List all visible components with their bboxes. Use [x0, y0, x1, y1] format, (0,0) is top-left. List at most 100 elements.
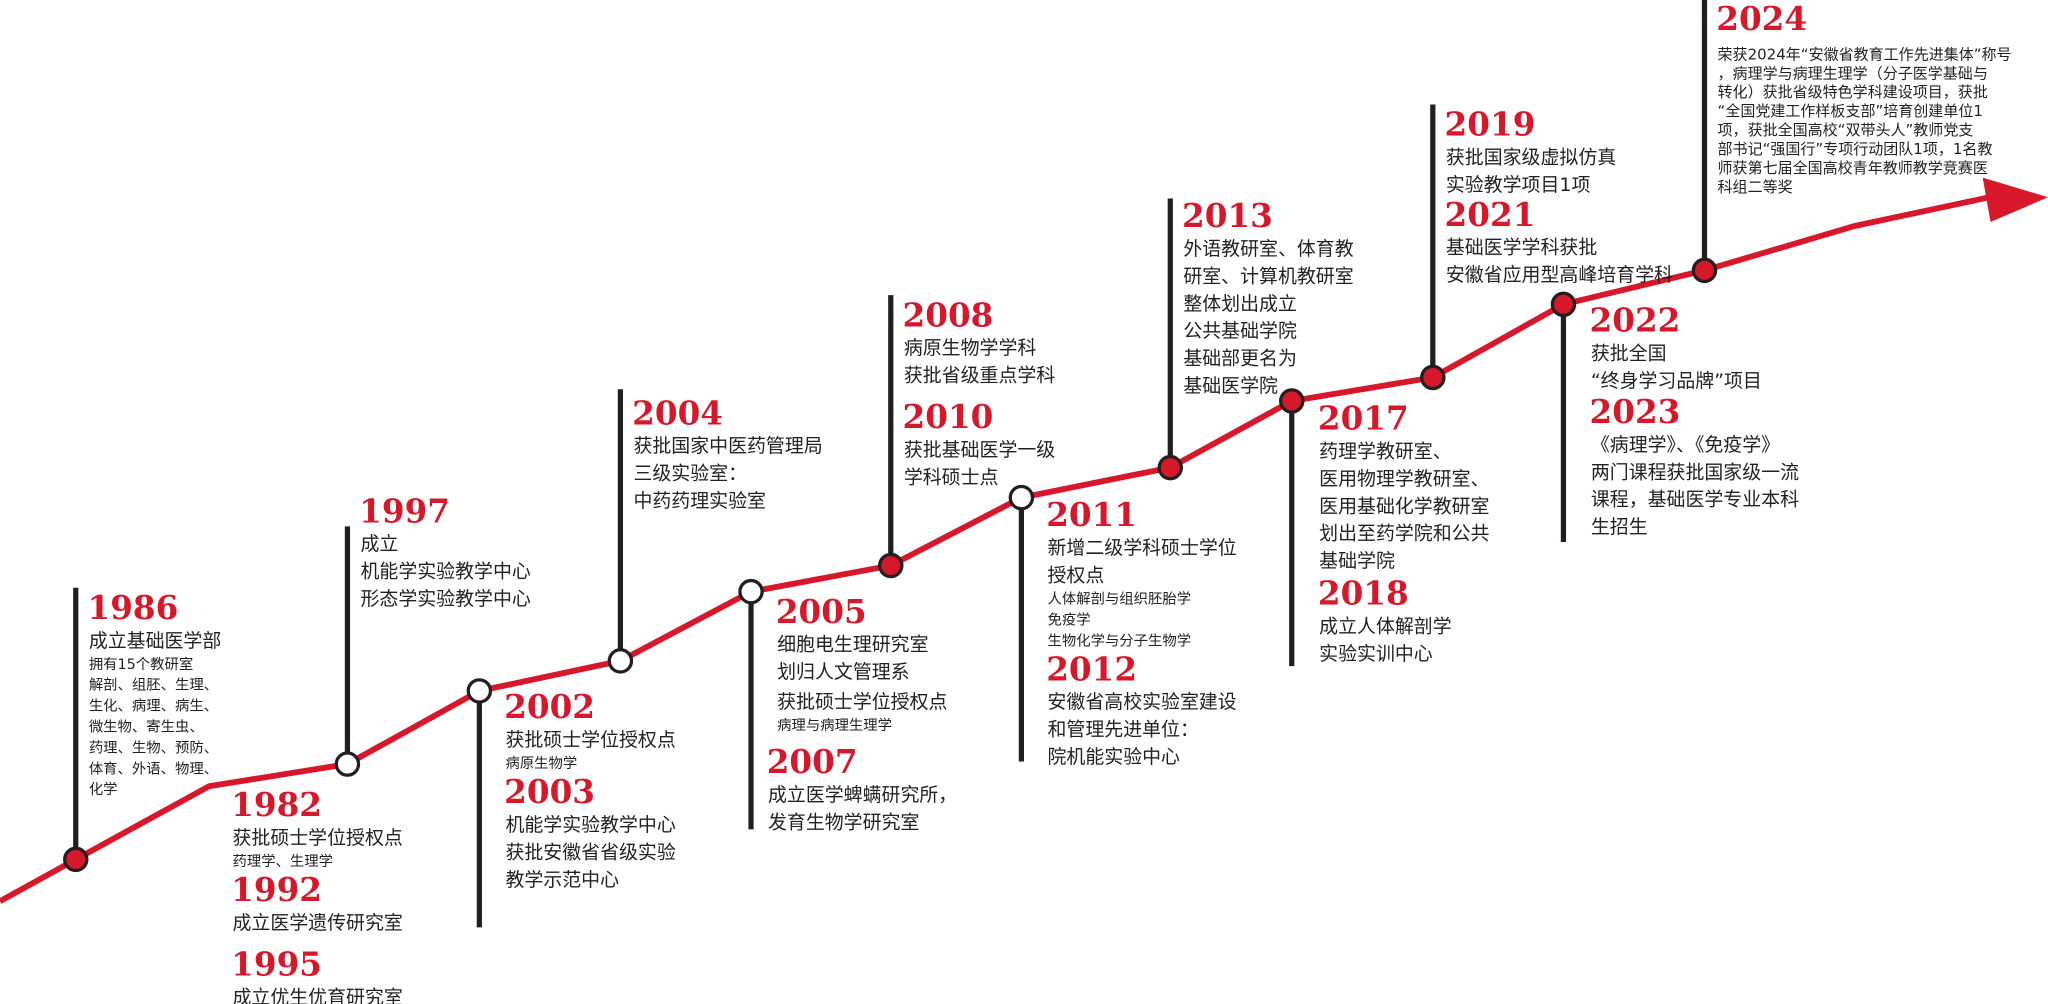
- year: 2019: [1445, 105, 1536, 144]
- milestone-text: 公共基础学院: [1183, 320, 1297, 342]
- year: 2011: [1046, 495, 1137, 534]
- year: 2017: [1318, 399, 1409, 438]
- milestone-text: 基础医学院: [1183, 375, 1278, 397]
- year: 2004: [632, 393, 723, 432]
- milestone-dot: [466, 678, 493, 704]
- milestone-text: 安徽省应用型高峰培育学科: [1446, 264, 1673, 286]
- milestone-note: 病理与病理生理学: [777, 717, 892, 734]
- milestone-text: 药理学教研室、: [1319, 440, 1451, 462]
- milestone-note: 生物化学与分子生物学: [1048, 632, 1192, 649]
- milestone-text: 《病理学》、《免疫学》: [1591, 434, 1780, 456]
- year: 1997: [359, 491, 450, 530]
- milestone-text: 医用基础化学教研室: [1319, 495, 1489, 517]
- milestone-text: 获批国家级虚拟仿真: [1446, 147, 1616, 169]
- timeline-line: [0, 193, 1997, 904]
- milestone-text: 安徽省高校实验室建设: [1048, 691, 1237, 713]
- milestone-note: 药理学、生理学: [232, 853, 333, 870]
- milestone-note: 体育、外语、物理、: [89, 760, 218, 777]
- year: 2007: [767, 742, 858, 781]
- milestone-text: 成立医学遗传研究室: [232, 912, 402, 934]
- milestone-text: 教学示范中心: [505, 869, 619, 891]
- year: 1982: [231, 785, 322, 824]
- year: 2002: [504, 687, 595, 726]
- milestone-text: 新增二级学科硕士学位: [1048, 537, 1237, 559]
- milestone-text: 课程，基础医学专业本科: [1591, 489, 1799, 511]
- milestone-note: 科组二等奖: [1718, 178, 1793, 196]
- milestone-dot: [738, 578, 764, 605]
- milestone-dot: [334, 751, 361, 777]
- milestone-dot: [1279, 388, 1305, 414]
- milestone-note: 部书记“强国行”专项行动团队1项，1名教: [1718, 140, 1993, 158]
- milestone-text: 成立基础医学部: [89, 630, 221, 652]
- year: 2003: [504, 772, 595, 811]
- year: 2022: [1590, 301, 1681, 340]
- milestone-text: 实验教学项目1项: [1446, 174, 1591, 196]
- milestone-note: 药理、生物、预防、: [89, 739, 218, 756]
- milestone-text: 划归人文管理系: [777, 661, 909, 683]
- milestone-text: 研室、计算机教研室: [1183, 265, 1353, 287]
- milestone-text: 获批基础医学一级: [904, 439, 1055, 461]
- milestone-dot: [878, 552, 904, 579]
- milestone-text: 获批国家中医药管理局: [633, 435, 822, 457]
- milestone-text: 基础医学学科获批: [1446, 237, 1597, 259]
- milestone-text: 医用物理学教研室、: [1319, 468, 1489, 490]
- milestone-text: 三级实验室：: [633, 463, 747, 485]
- milestone-text: 和管理先进单位：: [1048, 719, 1199, 741]
- milestone-note: 人体解剖与组织胚胎学: [1048, 591, 1192, 608]
- milestone-text: 生招生: [1591, 516, 1648, 538]
- milestone-dot: [1691, 257, 1718, 284]
- milestone-text: 基础部更名为: [1183, 348, 1297, 370]
- milestone-text: 成立医学蜱螨研究所，: [768, 784, 957, 806]
- milestone-note: 解剖、组胚、生理、: [89, 677, 218, 694]
- milestone-text: 获批硕士学位授权点: [777, 691, 947, 713]
- arrow-head: [1982, 177, 2048, 223]
- milestone-text: 获批硕士学位授权点: [505, 729, 675, 751]
- year: 2024: [1716, 0, 1807, 38]
- milestone-dot: [1008, 484, 1035, 511]
- milestone-text: 机能学实验教学中心: [505, 814, 675, 836]
- milestone-text: 实验实训中心: [1319, 643, 1433, 665]
- milestone-note: 免疫学: [1048, 611, 1091, 628]
- milestone-note: 微生物、寄生虫、: [89, 717, 204, 735]
- milestone-text: 成立优生优育研究室: [232, 986, 402, 1004]
- milestone-text: 形态学实验教学中心: [360, 588, 530, 610]
- milestone-text: 授权点: [1048, 564, 1105, 586]
- milestone-text: 成立人体解剖学: [1319, 615, 1451, 637]
- year: 1995: [231, 945, 322, 984]
- milestone-text: 获批安徽省省级实验: [505, 841, 675, 863]
- milestone-text: 划出至药学院和公共: [1319, 523, 1489, 545]
- milestone-text: 发育生物学研究室: [768, 811, 919, 833]
- milestone-text: 成立: [360, 533, 398, 555]
- year: 2010: [903, 397, 994, 436]
- year: 2021: [1445, 195, 1536, 234]
- milestone-dot: [1420, 364, 1446, 391]
- milestone-note: 生化、病理、病生、: [89, 698, 218, 715]
- milestone-note: 荣获2024年“安徽省教育工作先进集体”称号: [1718, 45, 2012, 63]
- milestone-text: 学科硕士点: [904, 467, 999, 489]
- year: 1986: [88, 588, 179, 627]
- milestone-text: 获批全国: [1591, 342, 1667, 364]
- milestone-text: 机能学实验教学中心: [360, 561, 530, 583]
- year: 2008: [903, 295, 994, 334]
- milestone-dot: [607, 648, 634, 674]
- milestone-text: 基础学院: [1319, 550, 1395, 572]
- milestone-note: 项，获批全国高校“双带头人”教师党支: [1718, 121, 1974, 139]
- milestone-dot: [1157, 454, 1184, 481]
- milestone-note: ，病理学与病理生理学（分子医学基础与: [1718, 64, 1988, 82]
- milestone-text: 获批硕士学位授权点: [232, 827, 402, 849]
- milestone-text: 细胞电生理研究室: [777, 634, 928, 656]
- year: 2018: [1318, 574, 1409, 613]
- milestone-text: “终身学习品牌”项目: [1591, 370, 1762, 392]
- year: 2005: [776, 592, 867, 631]
- milestone-text: 整体划出成立: [1183, 293, 1297, 315]
- year: 2013: [1182, 196, 1273, 235]
- milestone-note: 病原生物学: [505, 755, 577, 772]
- milestone-dot: [1550, 291, 1577, 318]
- milestone-text: 院机能实验中心: [1048, 746, 1181, 768]
- milestone-text: 外语教研室、体育教: [1183, 238, 1353, 260]
- milestone-note: 化学: [89, 781, 118, 798]
- milestone-text: 两门课程获批国家级一流: [1591, 461, 1799, 483]
- milestone-text: 获批省级重点学科: [904, 365, 1055, 387]
- year: 2012: [1046, 649, 1137, 688]
